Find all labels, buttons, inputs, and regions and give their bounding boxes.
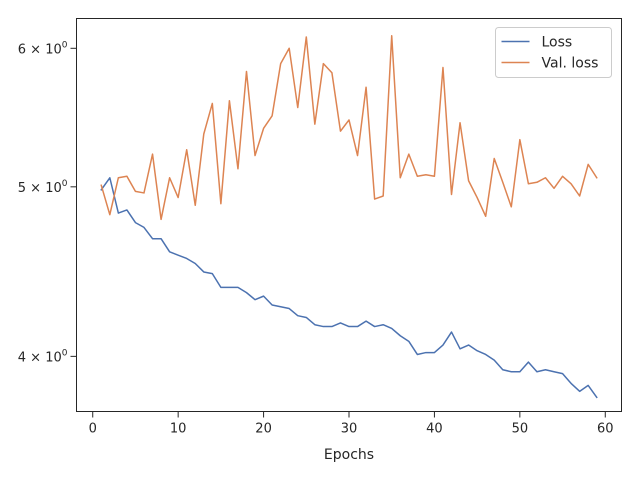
series-lines — [100, 34, 598, 399]
x-tick-label: 40 — [426, 422, 443, 437]
y-tick-label: 5 × 100 — [18, 179, 68, 196]
legend-label: Val. loss — [542, 56, 599, 72]
x-tick-label: 20 — [255, 422, 272, 437]
x-tick-label: 10 — [170, 422, 187, 437]
y-axis: 4 × 100 5 × 100 6 × 100 — [18, 40, 77, 365]
series-line-1 — [100, 177, 598, 399]
y-tick-label: 4 × 100 — [18, 348, 68, 365]
series-line-2 — [100, 34, 598, 221]
x-tick-label: 60 — [597, 422, 614, 437]
x-axis-label: Epochs — [324, 447, 374, 463]
x-tick-label: 50 — [512, 422, 529, 437]
legend[interactable]: Loss Val. loss — [495, 27, 612, 78]
x-axis: 0 10 20 30 40 50 60 — [89, 411, 614, 437]
x-tick-label: 0 — [89, 422, 97, 437]
legend-box — [495, 27, 612, 78]
y-tick-label: 6 × 100 — [18, 40, 68, 57]
x-tick-label: 30 — [341, 422, 358, 437]
legend-label: Loss — [542, 35, 573, 51]
